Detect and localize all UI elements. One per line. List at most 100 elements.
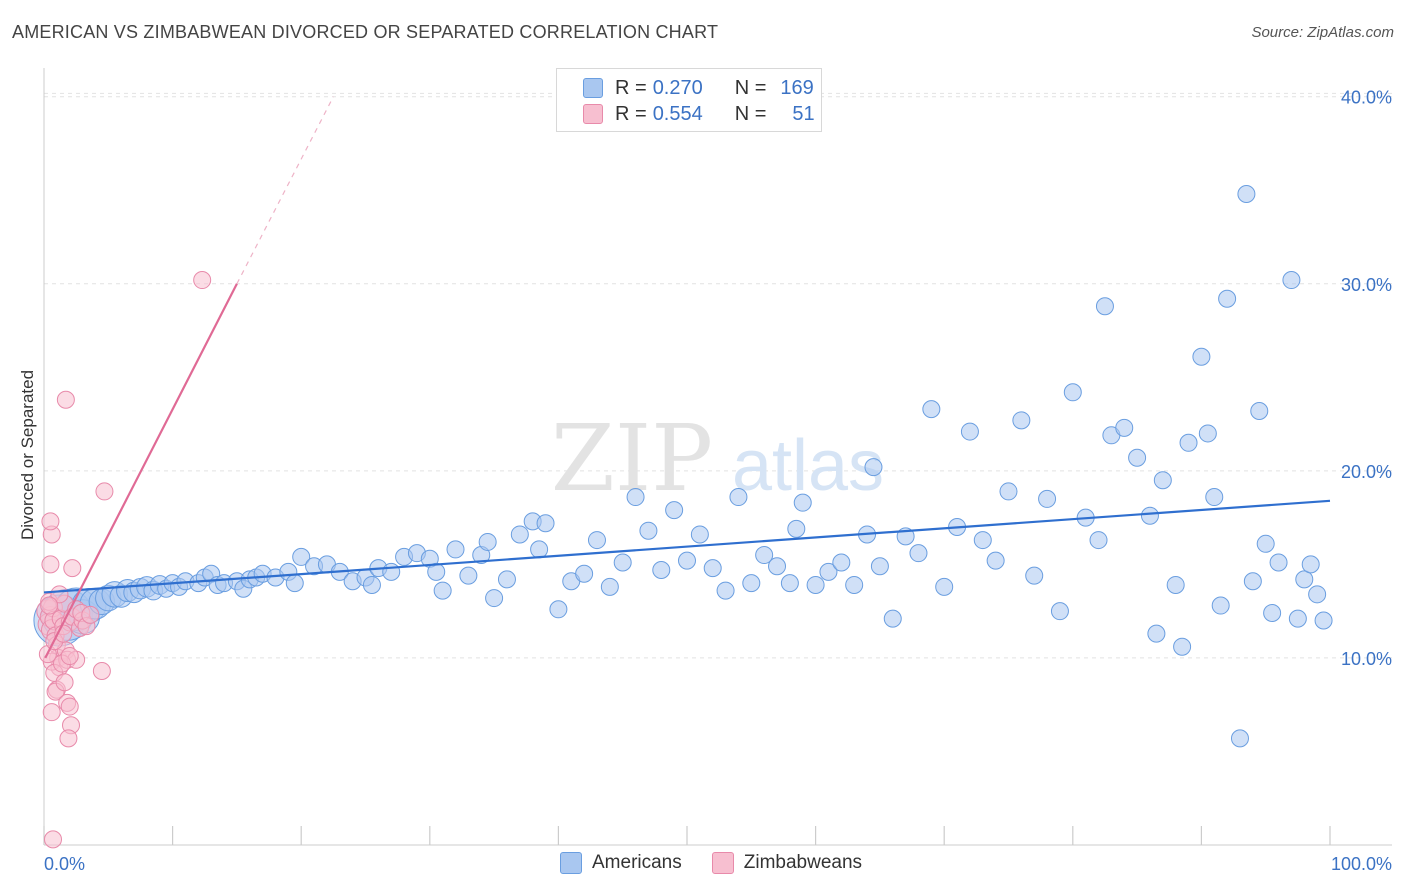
legend-swatch-americans: [583, 78, 603, 98]
y-tick-label: 20.0%: [1341, 462, 1392, 482]
point-americans: [1063, 383, 1082, 402]
point-americans: [1314, 611, 1333, 630]
point-americans: [459, 566, 478, 585]
point-americans: [639, 521, 658, 540]
point-americans: [1237, 184, 1256, 203]
y-tick-labels: 10.0% 20.0% 30.0% 40.0%: [1341, 88, 1392, 669]
point-americans: [446, 540, 465, 559]
point-americans: [1147, 624, 1166, 643]
point-americans: [999, 482, 1018, 501]
point-americans: [1243, 572, 1262, 591]
point-zimbabweans: [59, 729, 78, 748]
point-americans: [536, 514, 555, 533]
point-americans: [1301, 555, 1320, 574]
point-zimbabweans: [60, 647, 79, 666]
point-americans: [1282, 271, 1301, 290]
point-americans: [285, 574, 304, 593]
n-label: N =: [734, 102, 767, 125]
point-americans: [1295, 570, 1314, 589]
legend-item-zimbabweans[interactable]: Zimbabweans: [711, 852, 862, 874]
point-americans: [819, 562, 838, 581]
point-zimbabweans: [92, 662, 111, 681]
point-americans: [755, 546, 774, 565]
point-zimbabweans: [44, 830, 63, 849]
r-value-zimbabweans: 0.554: [652, 102, 703, 125]
point-americans: [883, 609, 902, 628]
n-value-zimbabweans: 51: [792, 102, 815, 125]
point-americans: [768, 557, 787, 576]
point-americans: [703, 559, 722, 578]
point-americans: [1095, 297, 1114, 316]
point-americans: [793, 493, 812, 512]
series-legend: Americans Zimbabweans: [560, 852, 892, 874]
point-zimbabweans: [63, 559, 82, 578]
point-zimbabweans: [95, 482, 114, 501]
point-americans: [870, 557, 889, 576]
n-label: N =: [734, 76, 767, 99]
point-americans: [1173, 637, 1192, 656]
point-americans: [1128, 448, 1147, 467]
point-americans: [909, 544, 928, 563]
y-tick-label: 40.0%: [1341, 88, 1392, 108]
point-americans: [1025, 566, 1044, 585]
point-americans: [1308, 585, 1327, 604]
point-americans: [1205, 488, 1224, 507]
trend-zimbabweans-extension: [236, 96, 334, 285]
point-americans: [362, 575, 381, 594]
point-americans: [1250, 401, 1269, 420]
point-americans: [1218, 289, 1237, 308]
point-americans: [1012, 411, 1031, 430]
point-americans: [678, 551, 696, 570]
point-americans: [1192, 347, 1211, 366]
point-americans: [530, 540, 549, 559]
y-axis-label: Divorced or Separated: [18, 370, 37, 540]
legend-swatch-zimbabweans: [583, 104, 603, 124]
point-zimbabweans: [40, 596, 59, 615]
legend-swatch-zimbabweans: [711, 852, 734, 874]
point-americans: [665, 501, 684, 520]
point-americans: [1166, 575, 1185, 594]
point-americans: [292, 547, 311, 566]
y-tick-label: 10.0%: [1341, 649, 1392, 669]
point-americans: [1263, 604, 1282, 623]
point-americans: [575, 564, 594, 583]
point-americans: [1089, 531, 1108, 550]
point-americans: [1115, 418, 1134, 437]
point-zimbabweans: [56, 390, 75, 409]
point-zimbabweans: [60, 697, 79, 716]
legend-label-americans: Americans: [592, 852, 682, 873]
point-americans: [485, 589, 504, 608]
point-americans: [1179, 433, 1198, 452]
point-americans: [587, 531, 606, 550]
trend-lines: [43, 96, 1331, 659]
x-tick-label: 0.0%: [44, 854, 85, 874]
n-value-americans: 169: [780, 76, 814, 99]
zimbabweans-points: [36, 271, 212, 849]
legend-row-zimbabweans: R = 0.554 N = 51: [583, 102, 815, 126]
point-americans: [382, 562, 401, 581]
legend-row-americans: R = 0.270 N = 169: [583, 76, 814, 100]
point-zimbabweans: [42, 703, 61, 722]
r-label: R =: [615, 102, 647, 125]
trend-zimbabweans: [44, 283, 238, 659]
x-tick-labels: 0.0% 100.0%: [44, 854, 1392, 874]
y-tick-label: 30.0%: [1341, 275, 1392, 295]
point-americans: [787, 519, 806, 538]
point-americans: [1140, 506, 1159, 525]
chart-title: AMERICAN VS ZIMBABWEAN DIVORCED OR SEPAR…: [12, 22, 719, 42]
legend-item-americans[interactable]: Americans: [560, 852, 682, 874]
point-americans: [1288, 609, 1307, 628]
r-value-americans: 0.270: [652, 76, 703, 99]
point-americans: [780, 574, 799, 593]
trend-americans: [43, 499, 1331, 594]
point-americans: [935, 577, 954, 596]
point-americans: [806, 575, 825, 594]
point-americans: [1198, 424, 1217, 443]
watermark-atlas: atlas: [732, 426, 884, 506]
legend-swatch-americans: [560, 852, 582, 874]
point-americans: [986, 551, 1005, 570]
r-label: R =: [615, 76, 647, 99]
point-americans: [729, 488, 748, 507]
axes: [43, 68, 1392, 846]
